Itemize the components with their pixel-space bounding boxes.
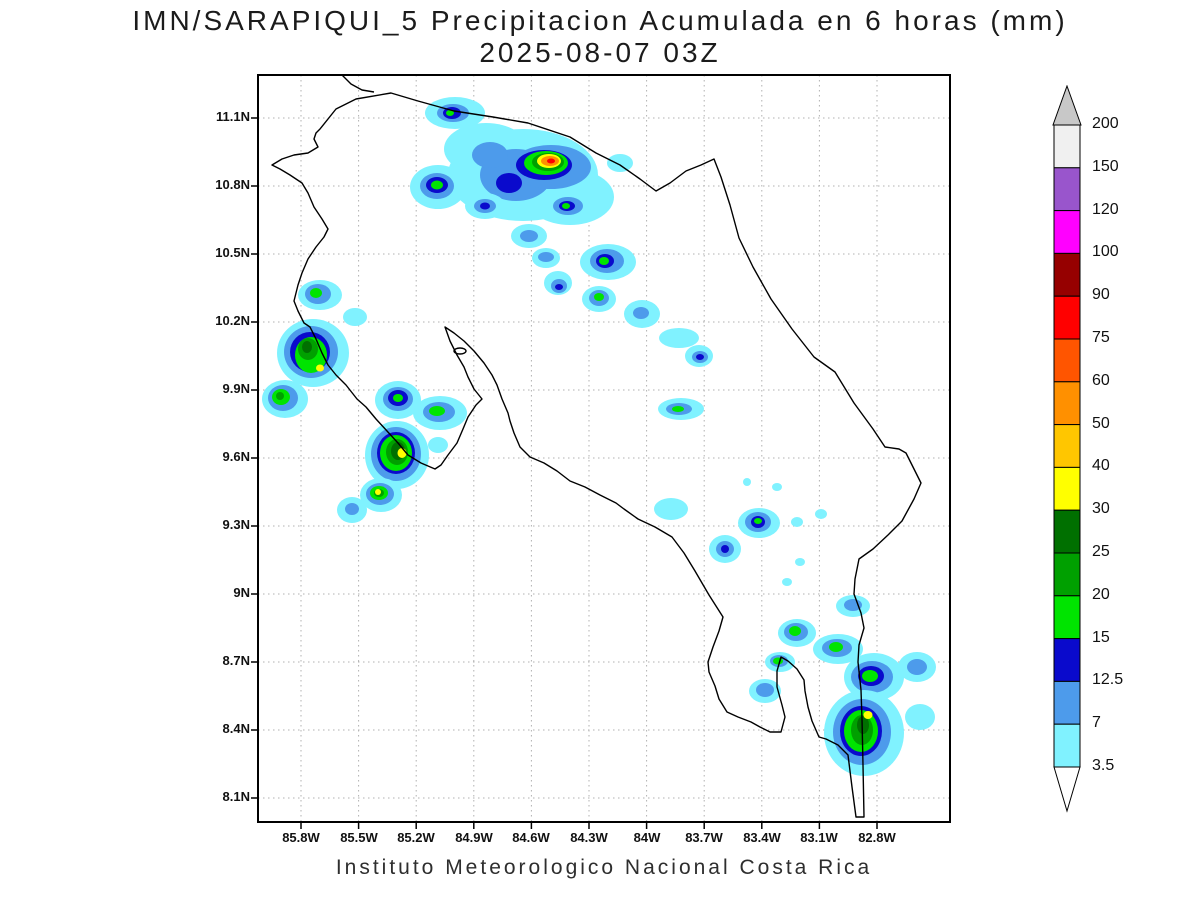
colorbar <box>1052 85 1082 813</box>
lon-tick-label: 84W <box>633 830 661 845</box>
colorbar-segment <box>1053 252 1081 297</box>
footer-caption: Instituto Meteorologico Nacional Costa R… <box>335 856 873 879</box>
colorbar-label: 12.5 <box>1092 671 1124 688</box>
lat-tick-label: 9.3N <box>222 517 250 532</box>
lake-nicaragua-shore <box>341 75 375 93</box>
plot-title-line1: IMN/SARAPIQUI_5 Precipitacion Acumulada … <box>132 5 1068 36</box>
precip-cell-south-talamanca <box>749 595 936 703</box>
colorbar-label: 30 <box>1092 500 1110 517</box>
lon-tick-label: 85.2W <box>397 830 435 845</box>
precip-cell-west-central <box>337 381 467 523</box>
lat-tick-label: 8.1N <box>222 789 250 804</box>
lat-tick-label: 9.9N <box>222 381 250 396</box>
colorbar-label: 50 <box>1092 415 1110 432</box>
colorbar-segment <box>1053 210 1081 254</box>
coastlines <box>271 75 922 818</box>
colorbar-segment <box>1053 124 1081 169</box>
precip-cell-north-chain <box>511 224 713 420</box>
lat-tick-label: 10.5N <box>215 245 250 260</box>
lat-tick-label: 8.7N <box>222 653 250 668</box>
colorbar-segment <box>1053 338 1081 383</box>
colorbar-label: 150 <box>1092 158 1119 175</box>
lat-tick-label: 10.8N <box>215 177 250 192</box>
costa-rica-coastline <box>271 92 922 818</box>
colorbar-label: 7 <box>1092 714 1101 731</box>
colorbar-label: 60 <box>1092 372 1110 389</box>
lon-tick-label: 85.8W <box>282 830 320 845</box>
colorbar-segment <box>1053 295 1081 340</box>
plot-title-line2: 2025-08-07 03Z <box>479 37 721 68</box>
colorbar-label: 20 <box>1092 586 1110 603</box>
lat-tick-label: 8.4N <box>222 721 250 736</box>
colorbar-segment <box>1053 723 1081 768</box>
lon-tick-label: 82.8W <box>858 830 896 845</box>
colorbar-arrow-bottom <box>1053 766 1081 813</box>
map-frame <box>257 74 951 823</box>
colorbar-segment <box>1053 466 1081 511</box>
precip-cell-north-west <box>410 165 596 222</box>
lon-tick-label: 83.1W <box>800 830 838 845</box>
lon-tick-label: 84.6W <box>512 830 550 845</box>
colorbar-segment <box>1053 638 1081 682</box>
colorbar-label: 120 <box>1092 201 1119 218</box>
colorbar-segment <box>1053 381 1081 426</box>
lon-tick-label: 83.7W <box>685 830 723 845</box>
colorbar-segment <box>1053 167 1081 212</box>
colorbar-label: 100 <box>1092 243 1119 260</box>
lon-tick-label: 83.4W <box>743 830 781 845</box>
colorbar-label: 3.5 <box>1092 757 1115 774</box>
colorbar-segment <box>1053 424 1081 468</box>
axis-ticks <box>251 117 878 829</box>
precip-cell-center-south <box>654 478 827 586</box>
colorbar-label: 40 <box>1092 457 1110 474</box>
lat-tick-label: 9.6N <box>222 449 250 464</box>
isla-chira-outline <box>453 347 467 355</box>
lon-tick-label: 85.5W <box>340 830 378 845</box>
colorbar-arrow-top <box>1052 85 1082 126</box>
precip-cell-south-osa <box>824 690 935 776</box>
precip-cell-west-guanacaste <box>262 280 367 418</box>
colorbar-label: 75 <box>1092 329 1110 346</box>
colorbar-segment <box>1053 595 1081 640</box>
lat-tick-label: 10.2N <box>215 313 250 328</box>
lat-tick-label: 9N <box>233 585 250 600</box>
precipitation-map <box>251 74 951 829</box>
precip-cell-north-top <box>425 97 485 129</box>
colorbar-label: 90 <box>1092 286 1110 303</box>
lon-tick-label: 84.9W <box>455 830 493 845</box>
colorbar-label: 15 <box>1092 629 1110 646</box>
colorbar-label: 25 <box>1092 543 1110 560</box>
colorbar-label: 200 <box>1092 115 1119 132</box>
precipitation-shading <box>262 97 936 776</box>
lat-tick-label: 11.1N <box>216 109 250 124</box>
colorbar-segment <box>1053 509 1081 554</box>
colorbar-segment <box>1053 552 1081 597</box>
colorbar-segment <box>1053 680 1081 725</box>
lon-tick-label: 84.3W <box>570 830 608 845</box>
